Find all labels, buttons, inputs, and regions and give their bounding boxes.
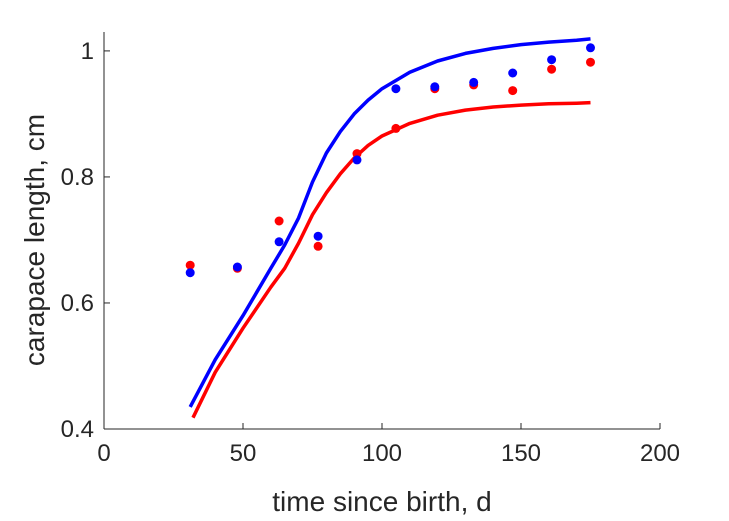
x-tick-label: 200 [640,440,680,467]
y-tick-label: 1 [81,38,94,65]
data-point-series-0 [313,241,323,251]
data-point-series-1 [391,84,401,94]
data-point-series-1 [508,68,518,78]
x-tick-label: 150 [501,440,541,467]
data-point-series-0 [508,86,518,96]
data-point-series-1 [352,155,362,165]
y-tick-label: 0.6 [61,290,94,317]
data-point-series-1 [185,268,195,278]
data-point-series-0 [586,57,595,67]
chart-axes [103,32,660,430]
y-axis-label: carapace length, cm [19,114,50,366]
data-point-series-1 [274,237,284,247]
fit-line-3 [188,37,591,408]
data-point-series-1 [586,43,595,53]
y-tick-label: 0.4 [61,416,94,443]
x-tick-label: 100 [362,440,402,467]
data-point-series-1 [232,262,242,272]
data-point-series-0 [352,149,362,159]
fit-lines [188,37,591,419]
data-point-series-1 [313,231,323,241]
data-point-series-0 [547,64,557,74]
x-axis-label: time since birth, d [272,486,491,517]
data-point-series-0 [274,216,284,226]
tick-group: 0 50 100 150 200 0.4 0.6 0.8 1 [61,38,680,467]
data-point-series-1 [469,77,479,87]
fit-line-2 [191,100,591,419]
y-tick-label: 0.8 [61,164,94,191]
x-tick-label: 0 [97,440,110,467]
x-tick-label: 50 [230,440,257,467]
data-point-series-0 [185,260,195,270]
data-point-series-0 [391,123,401,133]
data-point-series-1 [430,82,440,92]
data-point-series-1 [547,55,557,65]
data-points [185,43,595,278]
